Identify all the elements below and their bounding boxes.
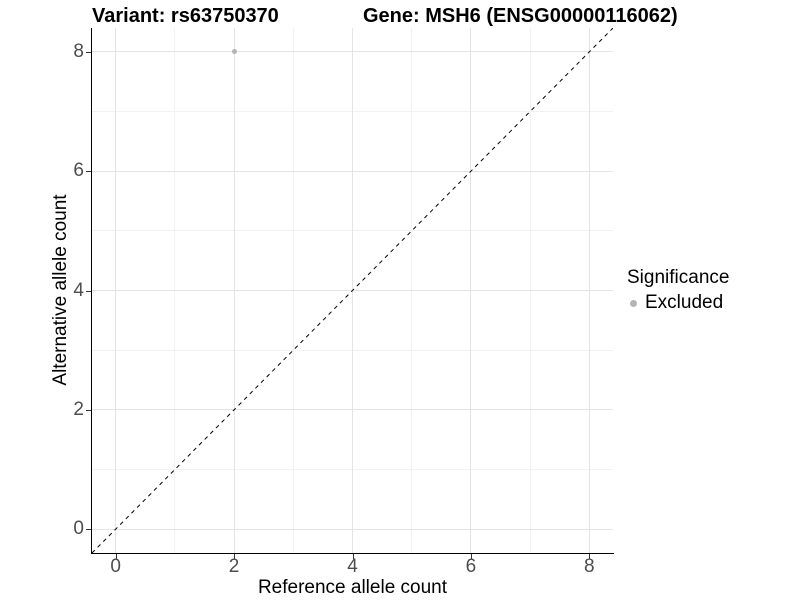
y-tick-label: 4 <box>73 279 84 301</box>
x-tick-mark <box>115 554 117 559</box>
x-tick-label: 2 <box>228 556 240 577</box>
identity-line-layer <box>92 28 613 553</box>
data-point <box>231 49 237 55</box>
x-tick-mark <box>470 554 472 559</box>
plot-title-gene: Gene: MSH6 (ENSG00000116062) <box>363 5 678 27</box>
y-tick-label: 0 <box>73 518 84 540</box>
y-tick-mark <box>86 51 91 53</box>
x-tick-label: 4 <box>347 556 358 577</box>
legend-title: Significance <box>627 267 730 288</box>
y-tick-label: 6 <box>73 160 84 182</box>
x-axis-title: Reference allele count <box>257 577 448 598</box>
y-major-gridline <box>92 51 613 53</box>
identity-dashed-line <box>92 28 613 553</box>
x-tick-mark <box>234 554 236 559</box>
x-tick-label: 6 <box>465 556 477 577</box>
legend-items: Excluded <box>627 292 729 314</box>
y-tick-mark <box>86 409 91 411</box>
y-tick-mark <box>86 290 91 292</box>
x-axis-line <box>91 553 614 554</box>
y-axis-line <box>91 28 92 554</box>
y-major-gridline <box>92 170 613 172</box>
y-tick-mark <box>86 171 91 173</box>
x-tick-label: 0 <box>110 556 121 577</box>
x-tick-mark <box>589 554 591 559</box>
plot-title-variant: Variant: rs63750370 <box>92 5 279 27</box>
legend-item-label: Excluded <box>645 292 724 313</box>
x-tick-label: 8 <box>584 556 595 577</box>
y-tick-label: 8 <box>73 40 84 62</box>
legend-item: Excluded <box>627 292 729 314</box>
y-tick-mark <box>86 529 91 531</box>
legend-point-swatch <box>630 299 637 307</box>
y-major-gridline <box>92 528 613 530</box>
y-major-gridline <box>92 409 613 411</box>
legend: Significance Excluded <box>627 267 729 314</box>
plot-panel <box>92 28 613 553</box>
x-tick-mark <box>352 554 354 559</box>
y-tick-label: 2 <box>73 398 84 420</box>
